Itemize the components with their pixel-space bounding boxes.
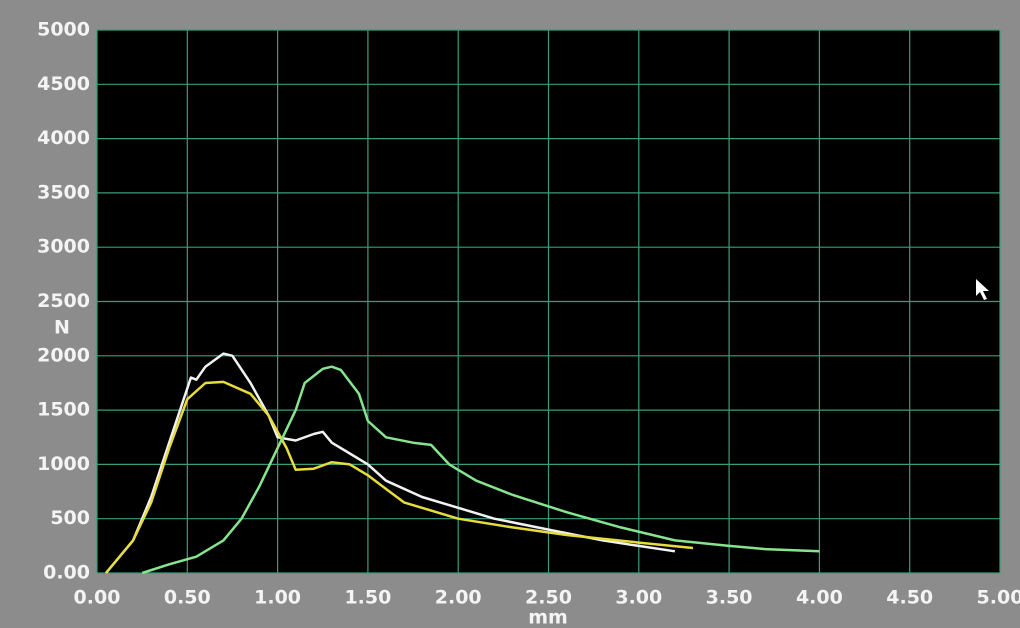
y-tick-label: 5000 [37, 19, 90, 41]
y-tick-label: 0.00 [43, 562, 90, 584]
x-axis-label: mm [528, 607, 568, 628]
x-tick-label: 3.50 [706, 587, 753, 609]
x-tick-label: 1.00 [254, 587, 301, 609]
x-tick-label: 5.00 [977, 587, 1020, 609]
y-tick-label: 3500 [37, 181, 90, 203]
x-tick-label: 2.50 [525, 587, 572, 609]
x-tick-label: 3.00 [615, 587, 662, 609]
y-tick-label: 2000 [37, 344, 90, 366]
x-tick-label: 4.50 [886, 587, 933, 609]
x-tick-label: 4.00 [796, 587, 843, 609]
y-tick-label: 4000 [37, 127, 90, 149]
page: {"chart_data": { "type": "line", "x_labe… [0, 0, 1020, 628]
y-tick-label: 2500 [37, 290, 90, 312]
y-tick-label: 4500 [37, 73, 90, 95]
x-tick-label: 2.00 [435, 587, 482, 609]
x-tick-label: 0.00 [74, 587, 121, 609]
y-tick-label: 3000 [37, 236, 90, 258]
x-tick-label: 1.50 [344, 587, 391, 609]
y-tick-label: 1500 [37, 399, 90, 421]
y-axis-label: N [54, 317, 70, 339]
y-tick-label: 1000 [37, 453, 90, 475]
y-tick-label: 500 [50, 507, 90, 529]
x-tick-label: 0.50 [164, 587, 211, 609]
chart: 0.00 500 1000 1500 2000 2500 3000 3500 4000 4500 5… [0, 0, 1020, 628]
